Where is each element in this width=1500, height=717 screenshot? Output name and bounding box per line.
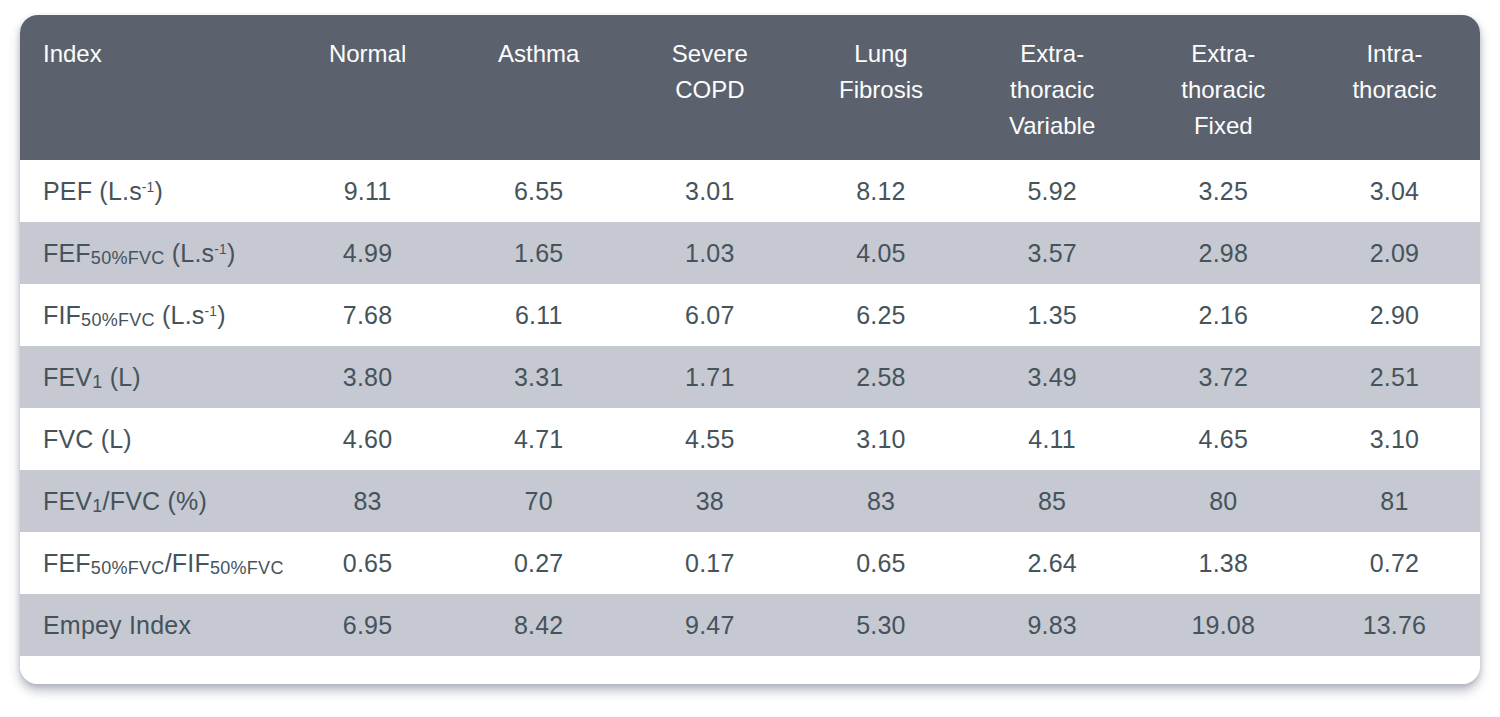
cell-value: 2.51 [1309, 363, 1480, 392]
cell-value: 4.65 [1138, 425, 1309, 454]
column-header-extra-thoracic-fixed: Extra- thoracic Fixed [1138, 15, 1309, 160]
cell-value: 85 [967, 487, 1138, 516]
cell-value: 3.10 [1309, 425, 1480, 454]
cell-value: 38 [624, 487, 795, 516]
cell-value: 1.65 [453, 239, 624, 268]
cell-value: 81 [1309, 487, 1480, 516]
row-label: FEV1 (L) [20, 363, 282, 392]
column-header-index: Index [20, 15, 282, 160]
cell-value: 0.72 [1309, 549, 1480, 578]
table-row-fif50: FIF50%FVC (L.s-1) 7.68 6.11 6.07 6.25 1.… [20, 284, 1480, 346]
column-header-asthma: Asthma [453, 15, 624, 160]
cell-value: 4.05 [795, 239, 966, 268]
cell-value: 0.27 [453, 549, 624, 578]
cell-value: 6.55 [453, 177, 624, 206]
column-header-severe-copd: Severe COPD [624, 15, 795, 160]
cell-value: 1.71 [624, 363, 795, 392]
row-label: PEF (L.s-1) [20, 177, 282, 206]
cell-value: 6.11 [453, 301, 624, 330]
table-header-row: Index Normal Asthma Severe COPD Lung Fib… [20, 15, 1480, 160]
row-label: FEV1/FVC (%) [20, 487, 282, 516]
table-row-empey-index: Empey Index 6.95 8.42 9.47 5.30 9.83 19.… [20, 594, 1480, 656]
figure-canvas: Index Normal Asthma Severe COPD Lung Fib… [0, 0, 1500, 717]
cell-value: 5.30 [795, 611, 966, 640]
column-header-lung-fibrosis: Lung Fibrosis [795, 15, 966, 160]
cell-value: 3.10 [795, 425, 966, 454]
cell-value: 5.92 [967, 177, 1138, 206]
table-footer-spacer [20, 656, 1480, 684]
table-row-fev1-fvc-ratio: FEV1/FVC (%) 83 70 38 83 85 80 81 [20, 470, 1480, 532]
cell-value: 8.42 [453, 611, 624, 640]
cell-value: 4.55 [624, 425, 795, 454]
cell-value: 1.35 [967, 301, 1138, 330]
cell-value: 6.95 [282, 611, 453, 640]
cell-value: 3.72 [1138, 363, 1309, 392]
cell-value: 9.83 [967, 611, 1138, 640]
cell-value: 6.25 [795, 301, 966, 330]
table-row-fvc: FVC (L) 4.60 4.71 4.55 3.10 4.11 4.65 3.… [20, 408, 1480, 470]
cell-value: 9.11 [282, 177, 453, 206]
cell-value: 0.65 [795, 549, 966, 578]
cell-value: 4.71 [453, 425, 624, 454]
cell-value: 83 [282, 487, 453, 516]
table-row-pef: PEF (L.s-1) 9.11 6.55 3.01 8.12 5.92 3.2… [20, 160, 1480, 222]
cell-value: 4.99 [282, 239, 453, 268]
cell-value: 19.08 [1138, 611, 1309, 640]
cell-value: 2.98 [1138, 239, 1309, 268]
column-header-intra-thoracic: Intra- thoracic [1309, 15, 1480, 160]
row-label: FEF50%FVC (L.s-1) [20, 239, 282, 268]
cell-value: 80 [1138, 487, 1309, 516]
row-label: Empey Index [20, 611, 282, 640]
cell-value: 8.12 [795, 177, 966, 206]
table-row-fef-fif-ratio: FEF50%FVC/FIF50%FVC 0.65 0.27 0.17 0.65 … [20, 532, 1480, 594]
cell-value: 2.90 [1309, 301, 1480, 330]
lung-function-table: Index Normal Asthma Severe COPD Lung Fib… [20, 15, 1480, 684]
cell-value: 3.80 [282, 363, 453, 392]
row-label: FEF50%FVC/FIF50%FVC [20, 549, 282, 578]
cell-value: 1.38 [1138, 549, 1309, 578]
cell-value: 1.03 [624, 239, 795, 268]
cell-value: 4.11 [967, 425, 1138, 454]
cell-value: 3.25 [1138, 177, 1309, 206]
cell-value: 2.58 [795, 363, 966, 392]
cell-value: 0.17 [624, 549, 795, 578]
cell-value: 3.57 [967, 239, 1138, 268]
cell-value: 2.09 [1309, 239, 1480, 268]
table-row-fef50: FEF50%FVC (L.s-1) 4.99 1.65 1.03 4.05 3.… [20, 222, 1480, 284]
cell-value: 2.64 [967, 549, 1138, 578]
cell-value: 3.01 [624, 177, 795, 206]
cell-value: 7.68 [282, 301, 453, 330]
cell-value: 2.16 [1138, 301, 1309, 330]
cell-value: 3.49 [967, 363, 1138, 392]
column-header-normal: Normal [282, 15, 453, 160]
row-label: FVC (L) [20, 425, 282, 454]
row-label: FIF50%FVC (L.s-1) [20, 301, 282, 330]
cell-value: 70 [453, 487, 624, 516]
cell-value: 3.04 [1309, 177, 1480, 206]
cell-value: 4.60 [282, 425, 453, 454]
cell-value: 83 [795, 487, 966, 516]
cell-value: 13.76 [1309, 611, 1480, 640]
cell-value: 3.31 [453, 363, 624, 392]
cell-value: 9.47 [624, 611, 795, 640]
table-row-fev1: FEV1 (L) 3.80 3.31 1.71 2.58 3.49 3.72 2… [20, 346, 1480, 408]
cell-value: 6.07 [624, 301, 795, 330]
cell-value: 0.65 [282, 549, 453, 578]
column-header-extra-thoracic-variable: Extra- thoracic Variable [967, 15, 1138, 160]
